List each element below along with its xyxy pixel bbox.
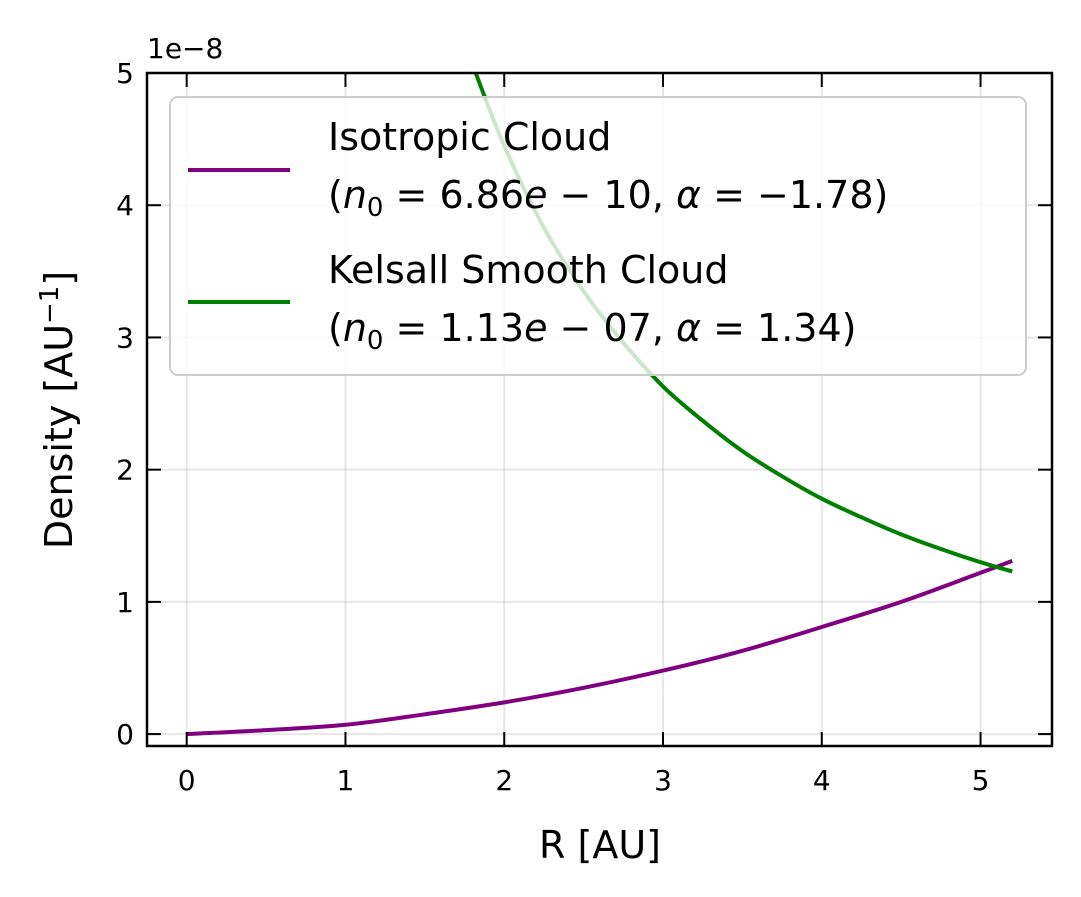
legend-params-kelsall: (n0 = 1.13e − 07, α = 1.34)	[328, 306, 856, 356]
y-tick-label: 2	[116, 454, 134, 487]
legend-params-isotropic: (n0 = 6.86e − 10, α = −1.78)	[328, 173, 888, 223]
legend-box	[169, 96, 1027, 376]
series-line-0	[186, 559, 1014, 737]
legend-label-kelsall: Kelsall Smooth Cloud	[328, 248, 728, 292]
x-tick-label: 4	[813, 764, 831, 797]
x-tick-label: 2	[495, 764, 513, 797]
x-tick-label: 0	[178, 764, 196, 797]
y-tick-label: 5	[116, 57, 134, 90]
x-tick-label: 1	[337, 764, 355, 797]
axis-ticks: 0 1 2 3 4 5 0 1 2 3 4 5	[116, 57, 1052, 797]
legend: Isotropic Cloud (n0 = 6.86e − 10, α = −1…	[169, 96, 1027, 376]
x-tick-label: 5	[972, 764, 990, 797]
y-tick-label: 0	[116, 718, 134, 751]
y-tick-label: 3	[116, 321, 134, 354]
y-axis-label: Density [AU−1]	[35, 271, 81, 549]
y-offset-text: 1e−8	[147, 32, 223, 65]
y-tick-label: 4	[116, 189, 134, 222]
x-axis-label: R [AU]	[539, 823, 661, 867]
x-tick-label: 3	[654, 764, 672, 797]
y-tick-label: 1	[116, 586, 134, 619]
plot-frame	[145, 71, 1054, 748]
legend-label-isotropic: Isotropic Cloud	[328, 115, 611, 159]
